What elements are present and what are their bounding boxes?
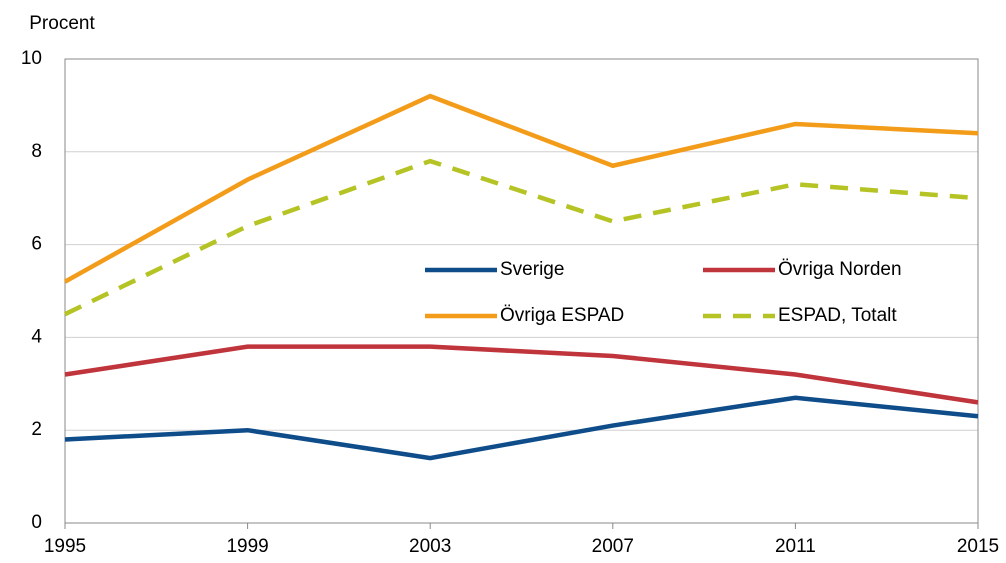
legend-label: Övriga Norden: [778, 259, 902, 280]
legend-label: ESPAD, Totalt: [778, 305, 897, 326]
y-axis-label: Procent: [29, 13, 95, 34]
x-tick-label: 2011: [775, 536, 816, 557]
y-tick-label: 6: [31, 234, 42, 255]
x-tick-label: 1999: [226, 536, 268, 557]
x-tick-label: 2015: [957, 536, 999, 557]
x-tick-label: 2003: [409, 536, 451, 557]
legend-label: Sverige: [500, 259, 564, 280]
line-series: [64, 344, 979, 405]
y-tick-label: 2: [31, 419, 42, 440]
y-tick-label: 8: [31, 141, 42, 162]
x-tick-label: 1995: [44, 536, 86, 557]
line-series: [63, 93, 979, 284]
y-tick-label: 10: [21, 48, 42, 69]
line-series: [64, 158, 979, 317]
legend-label: Övriga ESPAD: [500, 305, 624, 326]
plot-border: [64, 58, 979, 524]
y-tick-label: 4: [31, 326, 42, 347]
y-tick-label: 0: [31, 512, 42, 533]
line-series: [64, 395, 979, 461]
x-tick-label: 2007: [592, 536, 634, 557]
